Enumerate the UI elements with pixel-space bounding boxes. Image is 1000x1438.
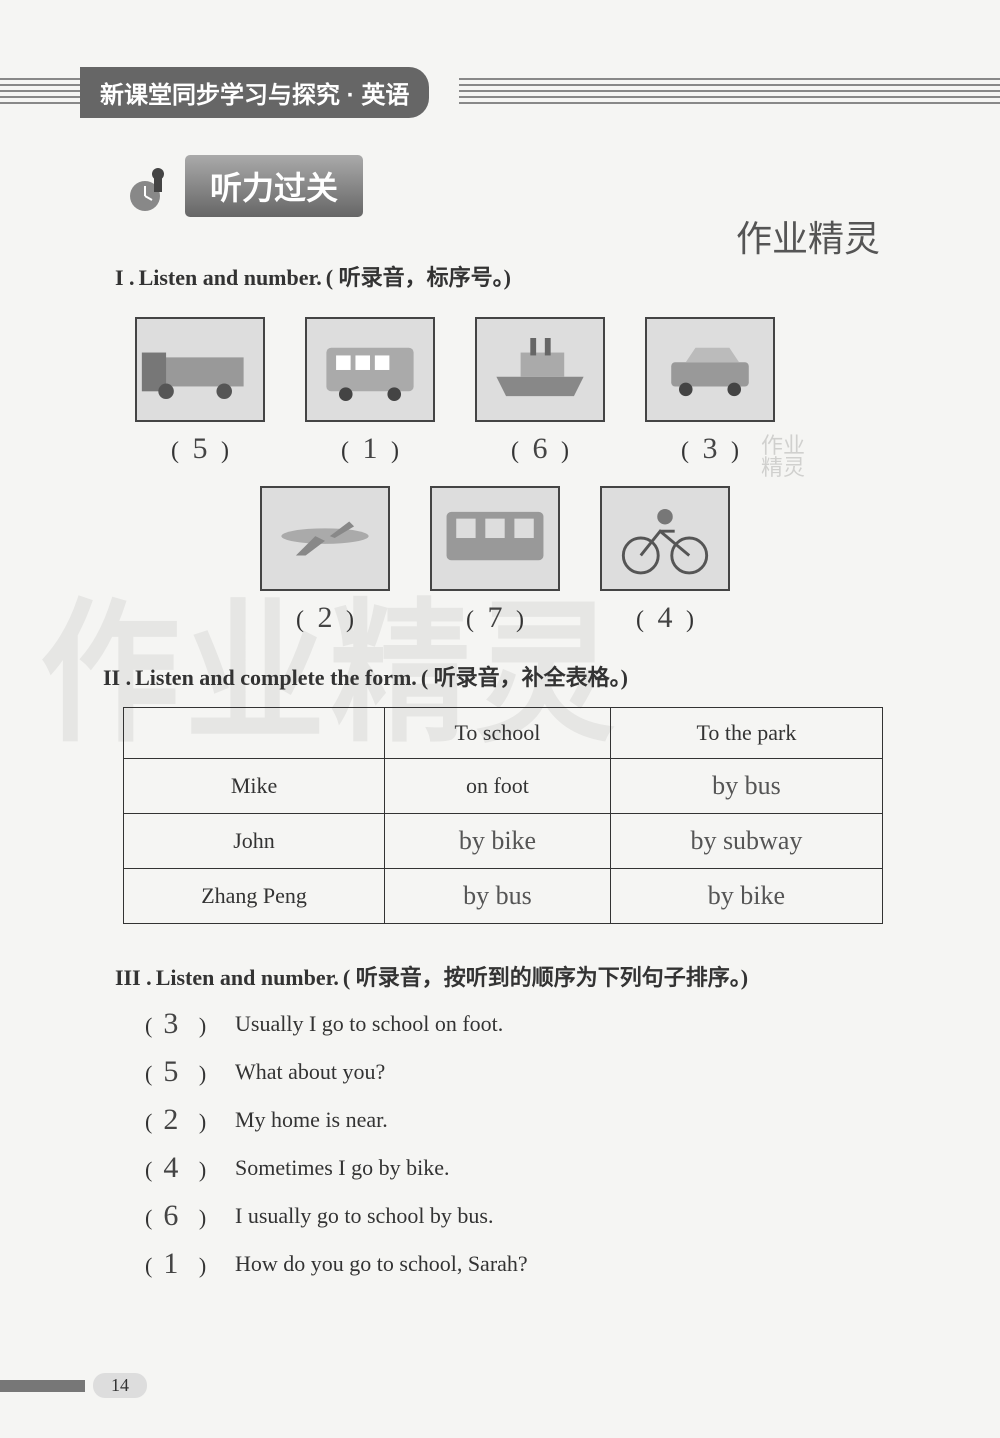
list-item: ( 2 ) My home is near. [145, 1103, 748, 1137]
answer-slot: ( 5 ) [135, 432, 265, 466]
handwritten-answer: 4 [163, 1151, 193, 1185]
exercise-2-heading: II . Listen and complete the form. ( 听录音… [103, 660, 883, 692]
exercise-2: II . Listen and complete the form. ( 听录音… [103, 660, 883, 924]
handwritten-answer: 6 [163, 1199, 193, 1233]
table-cell-handwritten: by subway [610, 814, 882, 869]
list-item: ( 1 ) How do you go to school, Sarah? [145, 1247, 748, 1281]
exercise-1-heading: I . Listen and number. ( 听录音，标序号。) [115, 260, 775, 292]
sentence-text: Usually I go to school on foot. [235, 1011, 503, 1037]
taxi-image [645, 317, 775, 422]
list-item: ( 5 ) What about you? [145, 1055, 748, 1089]
handwritten-answer: 5 [163, 1055, 193, 1089]
header-decor-left [0, 78, 80, 108]
image-cell: ( 6 ) [475, 317, 605, 466]
page-header: 新课堂同步学习与探究 · 英语 [0, 70, 1000, 115]
handwritten-answer: 1 [163, 1247, 193, 1281]
ship-image [475, 317, 605, 422]
table-header-cell: To the park [610, 708, 882, 759]
table-header-row: To school To the park [124, 708, 883, 759]
train-image [135, 317, 265, 422]
exercise-2-label: II . [103, 665, 131, 690]
exercise-3-heading: III . Listen and number. ( 听录音，按听到的顺序为下列… [115, 960, 748, 992]
answer-slot: ( 6 ) [145, 1199, 235, 1233]
answer-slot: ( 6 ) [475, 432, 605, 466]
exercise-2-instruction: ( 听录音，补全表格。) [421, 665, 628, 690]
handwritten-answer: 2 [163, 1103, 193, 1137]
table-row: John by bike by subway [124, 814, 883, 869]
handwritten-answer: 4 [650, 601, 680, 635]
section-banner-container: 听力过关 [120, 155, 363, 217]
image-cell: ( 1 ) [305, 317, 435, 466]
sentence-text: How do you go to school, Sarah? [235, 1251, 528, 1277]
exercise-3-title: Listen and number. [156, 965, 339, 990]
answer-slot: ( 5 ) [145, 1055, 235, 1089]
table-cell-handwritten: by bus [385, 869, 611, 924]
answer-slot: ( 7 ) [430, 601, 560, 635]
list-item: ( 6 ) I usually go to school by bus. [145, 1199, 748, 1233]
table-cell-handwritten: by bike [385, 814, 611, 869]
handwritten-answer: 2 [310, 601, 340, 635]
header-decor-right [459, 78, 1000, 108]
bike-image [600, 486, 730, 591]
image-cell: ( 2 ) [260, 486, 390, 635]
plane-image [260, 486, 390, 591]
section-banner-text: 听力过关 [185, 155, 363, 217]
exercise-1-title: Listen and number. [139, 265, 322, 290]
answer-slot: ( 3 ) [645, 432, 775, 466]
sentence-text: Sometimes I go by bike. [235, 1155, 449, 1181]
answer-slot: ( 4 ) [600, 601, 730, 635]
exercise-1: I . Listen and number. ( 听录音，标序号。) ( 5 )… [115, 260, 775, 635]
answer-slot: ( 2 ) [145, 1103, 235, 1137]
image-cell: ( 3 ) [645, 317, 775, 466]
exercise-1-row-2: ( 2 ) ( 7 ) ( 4 ) [215, 486, 775, 635]
exercise-3: III . Listen and number. ( 听录音，按听到的顺序为下列… [115, 960, 748, 1295]
bus-image [305, 317, 435, 422]
exercise-1-instruction: ( 听录音，标序号。) [326, 265, 511, 290]
exercise-3-instruction: ( 听录音，按听到的顺序为下列句子排序。) [343, 965, 748, 990]
sentence-text: What about you? [235, 1059, 385, 1085]
book-title: 新课堂同步学习与探究 · 英语 [80, 67, 429, 118]
subway-image [430, 486, 560, 591]
exercise-3-list: ( 3 ) Usually I go to school on foot. ( … [145, 1007, 748, 1281]
handwritten-answer: 7 [480, 601, 510, 635]
page-number: 14 [93, 1373, 147, 1398]
sentence-text: I usually go to school by bus. [235, 1203, 494, 1229]
handwritten-answer: 6 [525, 432, 555, 466]
sentence-text: My home is near. [235, 1107, 388, 1133]
answer-slot: ( 1 ) [305, 432, 435, 466]
table-cell-handwritten: by bike [610, 869, 882, 924]
clock-person-icon [120, 156, 180, 216]
exercise-1-label: I . [115, 265, 135, 290]
image-cell: ( 4 ) [600, 486, 730, 635]
watermark-handwriting: 作业精灵 [736, 210, 880, 262]
image-cell: ( 7 ) [430, 486, 560, 635]
table-row: Zhang Peng by bus by bike [124, 869, 883, 924]
list-item: ( 4 ) Sometimes I go by bike. [145, 1151, 748, 1185]
exercise-2-title: Listen and complete the form. [135, 665, 417, 690]
table-name-cell: Mike [124, 759, 385, 814]
answer-slot: ( 2 ) [260, 601, 390, 635]
table-row: Mike on foot by bus [124, 759, 883, 814]
exercise-2-table: To school To the park Mike on foot by bu… [123, 707, 883, 924]
exercise-1-row-1: ( 5 ) ( 1 ) ( 6 ) ( 3 ) [135, 317, 775, 466]
table-cell-handwritten: by bus [610, 759, 882, 814]
table-header-cell: To school [385, 708, 611, 759]
handwritten-answer: 3 [163, 1007, 193, 1041]
answer-slot: ( 1 ) [145, 1247, 235, 1281]
table-name-cell: Zhang Peng [124, 869, 385, 924]
handwritten-answer: 5 [185, 432, 215, 466]
table-name-cell: John [124, 814, 385, 869]
image-cell: ( 5 ) [135, 317, 265, 466]
page-footer: 14 [0, 1373, 147, 1398]
handwritten-answer: 3 [695, 432, 725, 466]
answer-slot: ( 3 ) [145, 1007, 235, 1041]
footer-bar [0, 1380, 85, 1392]
answer-slot: ( 4 ) [145, 1151, 235, 1185]
handwritten-answer: 1 [355, 432, 385, 466]
exercise-3-label: III . [115, 965, 152, 990]
list-item: ( 3 ) Usually I go to school on foot. [145, 1007, 748, 1041]
table-cell: on foot [385, 759, 611, 814]
table-header-cell [124, 708, 385, 759]
